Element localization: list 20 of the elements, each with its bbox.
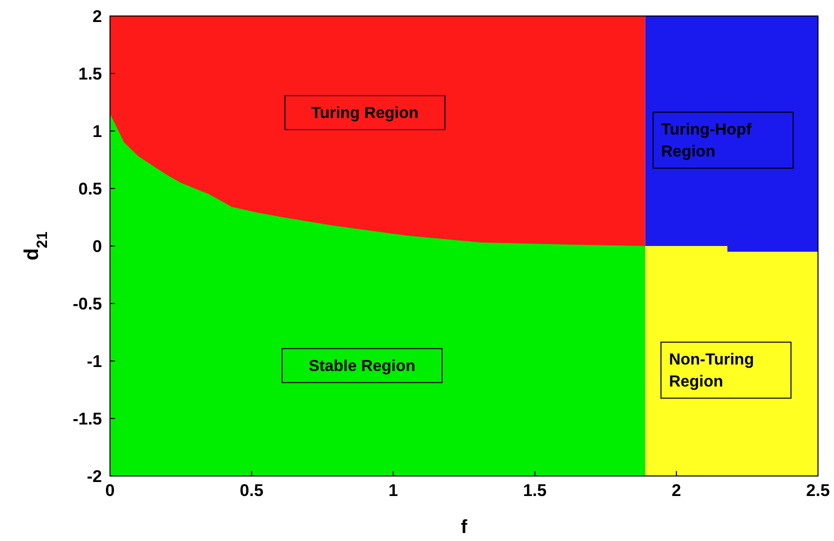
y-tick-label: -1.5 <box>72 410 102 428</box>
y-tick-label: 1 <box>92 122 102 141</box>
y-tick-label: 0.5 <box>78 180 102 198</box>
x-tick-label: 0 <box>105 481 115 500</box>
annotation: Turing-Hopf Region <box>661 122 752 161</box>
x-tick-label: 1.5 <box>522 481 547 500</box>
x-tick-label: 2 <box>672 481 682 500</box>
y-tick-label: 2 <box>92 7 102 26</box>
y-tick-label: -2 <box>86 467 102 486</box>
x-tick-label: 1 <box>388 481 398 500</box>
x-tick-label: 0.5 <box>240 481 264 500</box>
annotation: Stable Region <box>308 358 416 376</box>
annotation: Non-Turing Region <box>668 352 754 391</box>
y-tick-label: 0 <box>92 237 102 256</box>
y-tick-label: -1 <box>86 352 102 371</box>
y-tick-label: 1.5 <box>78 64 102 84</box>
x-tick-label: 2.5 <box>806 481 830 500</box>
y-tick-label: -0.5 <box>72 294 102 314</box>
x-axis-title: f <box>460 517 468 538</box>
annotation: Turing Region <box>311 105 419 122</box>
